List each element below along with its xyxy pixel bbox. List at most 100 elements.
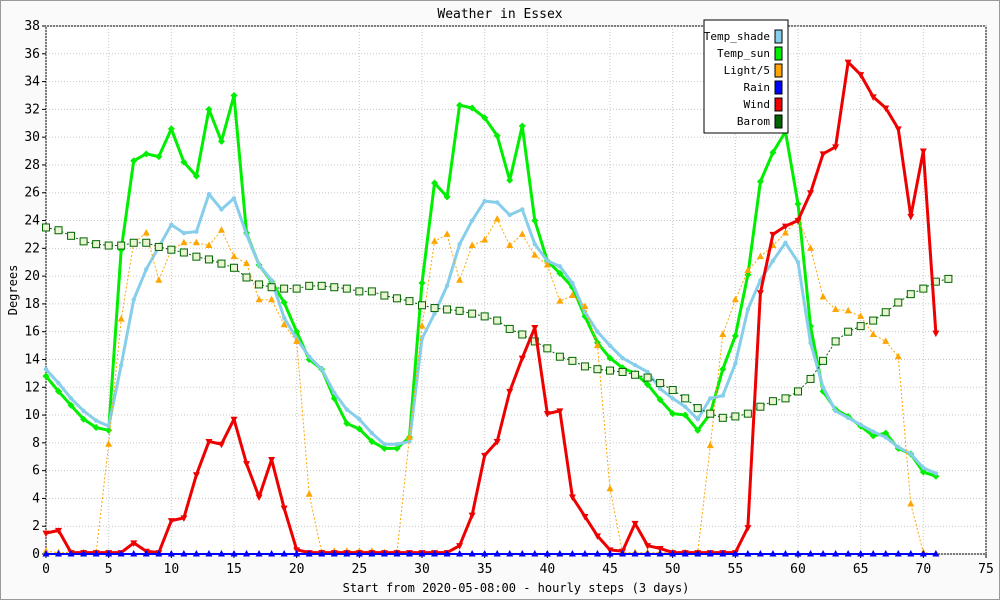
x-tick-label: 20: [289, 562, 305, 577]
series-barom: [42, 223, 953, 422]
wind-point: [631, 520, 639, 528]
rain-point: [819, 550, 827, 557]
temp-shade-point: [507, 212, 512, 218]
barom-point: [806, 374, 815, 383]
light-5-point: [581, 302, 589, 310]
temp-sun-point: [205, 105, 213, 113]
temp-sun-point: [393, 444, 401, 452]
temp-shade-point: [933, 471, 939, 476]
legend-label-temp-sun: Temp_sun: [717, 47, 770, 60]
wind-point: [167, 518, 175, 525]
temp-shade-point: [795, 260, 801, 265]
barom-point: [856, 322, 865, 331]
barom-point: [67, 231, 76, 240]
rain-point: [781, 550, 789, 557]
legend-box: [703, 19, 789, 134]
barom-point: [154, 242, 163, 251]
x-tick-label: 65: [853, 562, 869, 577]
rain-point: [405, 550, 413, 557]
light-5-point: [907, 499, 915, 507]
wind-point: [656, 545, 664, 553]
temp-shade-point: [469, 218, 475, 223]
rain-point: [431, 550, 439, 557]
temp-sun-point: [55, 387, 63, 395]
wind-point: [192, 472, 200, 479]
temp-sun-point: [380, 444, 388, 452]
temp-shade-point: [607, 343, 613, 348]
light-5-point: [593, 341, 601, 349]
temp-sun-point: [681, 411, 689, 419]
light-5-point: [731, 295, 739, 303]
barom-point: [906, 290, 915, 299]
rain-point: [105, 550, 113, 557]
light-5-point: [230, 252, 238, 260]
temp-shade-point: [106, 423, 111, 429]
wind-point: [205, 438, 213, 446]
barom-point: [79, 237, 88, 246]
temp-sun-point: [556, 269, 564, 277]
rain-point: [280, 550, 288, 557]
wind-point: [794, 218, 802, 225]
rain-point: [155, 550, 163, 557]
light-5-point: [706, 441, 714, 449]
rain-point: [230, 550, 238, 557]
temp-sun-point: [280, 299, 288, 307]
y-tick-label: 24: [24, 214, 40, 229]
plot-area: [45, 25, 987, 555]
temp-shade-point: [620, 355, 625, 361]
temp-shade-point: [720, 393, 725, 398]
barom-point: [919, 284, 928, 293]
series-rain: [42, 550, 940, 557]
light-5-point: [481, 235, 489, 243]
x-tick-label: 50: [665, 562, 681, 577]
temp-sun-point: [869, 432, 877, 440]
x-axis-label: Start from 2020-05-08:00 - hourly steps …: [343, 581, 690, 595]
rain-point: [568, 550, 576, 557]
temp-sun-point: [531, 217, 539, 225]
barom-point: [317, 281, 326, 290]
y-tick-label: 28: [24, 158, 40, 173]
barom-point: [468, 309, 477, 318]
y-tick-label: 8: [32, 436, 40, 451]
temp-sun-point: [731, 332, 739, 340]
rain-point: [894, 550, 902, 557]
wind-point: [493, 438, 501, 446]
barom-point: [631, 370, 640, 379]
x-tick-label: 55: [728, 562, 744, 577]
temp-sun-point: [468, 104, 476, 112]
temp-shade-point: [407, 439, 412, 444]
temp-shade-point: [131, 297, 136, 302]
temp-shade-point: [921, 465, 926, 471]
temp-shade-point: [457, 241, 462, 247]
rain-point: [80, 550, 88, 557]
temp-shade-point: [206, 191, 212, 197]
rain-point: [656, 550, 664, 557]
light-5-point: [744, 266, 752, 274]
y-tick-label: 38: [24, 19, 40, 34]
temp-sun-point: [368, 437, 376, 445]
rain-point: [882, 550, 890, 557]
barom-point: [643, 373, 652, 382]
rain-point: [42, 550, 50, 557]
barom-point: [142, 238, 151, 247]
wind-point: [907, 213, 915, 221]
wind-point: [506, 388, 514, 396]
grid: [45, 25, 987, 555]
temp-shade-point: [93, 418, 99, 423]
y-tick-label: 22: [24, 241, 40, 256]
legend-swatch-temp-sun: [774, 46, 783, 61]
temp-shade-point: [670, 396, 675, 401]
legend-swatch-barom: [774, 114, 783, 129]
light-5-point: [869, 330, 877, 337]
rain-point: [117, 550, 125, 557]
temp-sun-point: [142, 150, 150, 158]
barom-point: [430, 304, 439, 313]
rain-point: [243, 550, 251, 557]
x-tick-label: 60: [790, 562, 806, 577]
temp-sun-point: [92, 424, 100, 432]
rain-point: [255, 550, 263, 557]
x-tick-label: 35: [477, 562, 493, 577]
temp-sun-point: [67, 401, 75, 409]
temp-sun-point: [719, 365, 727, 373]
legend-label-light-5: Light/5: [724, 64, 770, 77]
